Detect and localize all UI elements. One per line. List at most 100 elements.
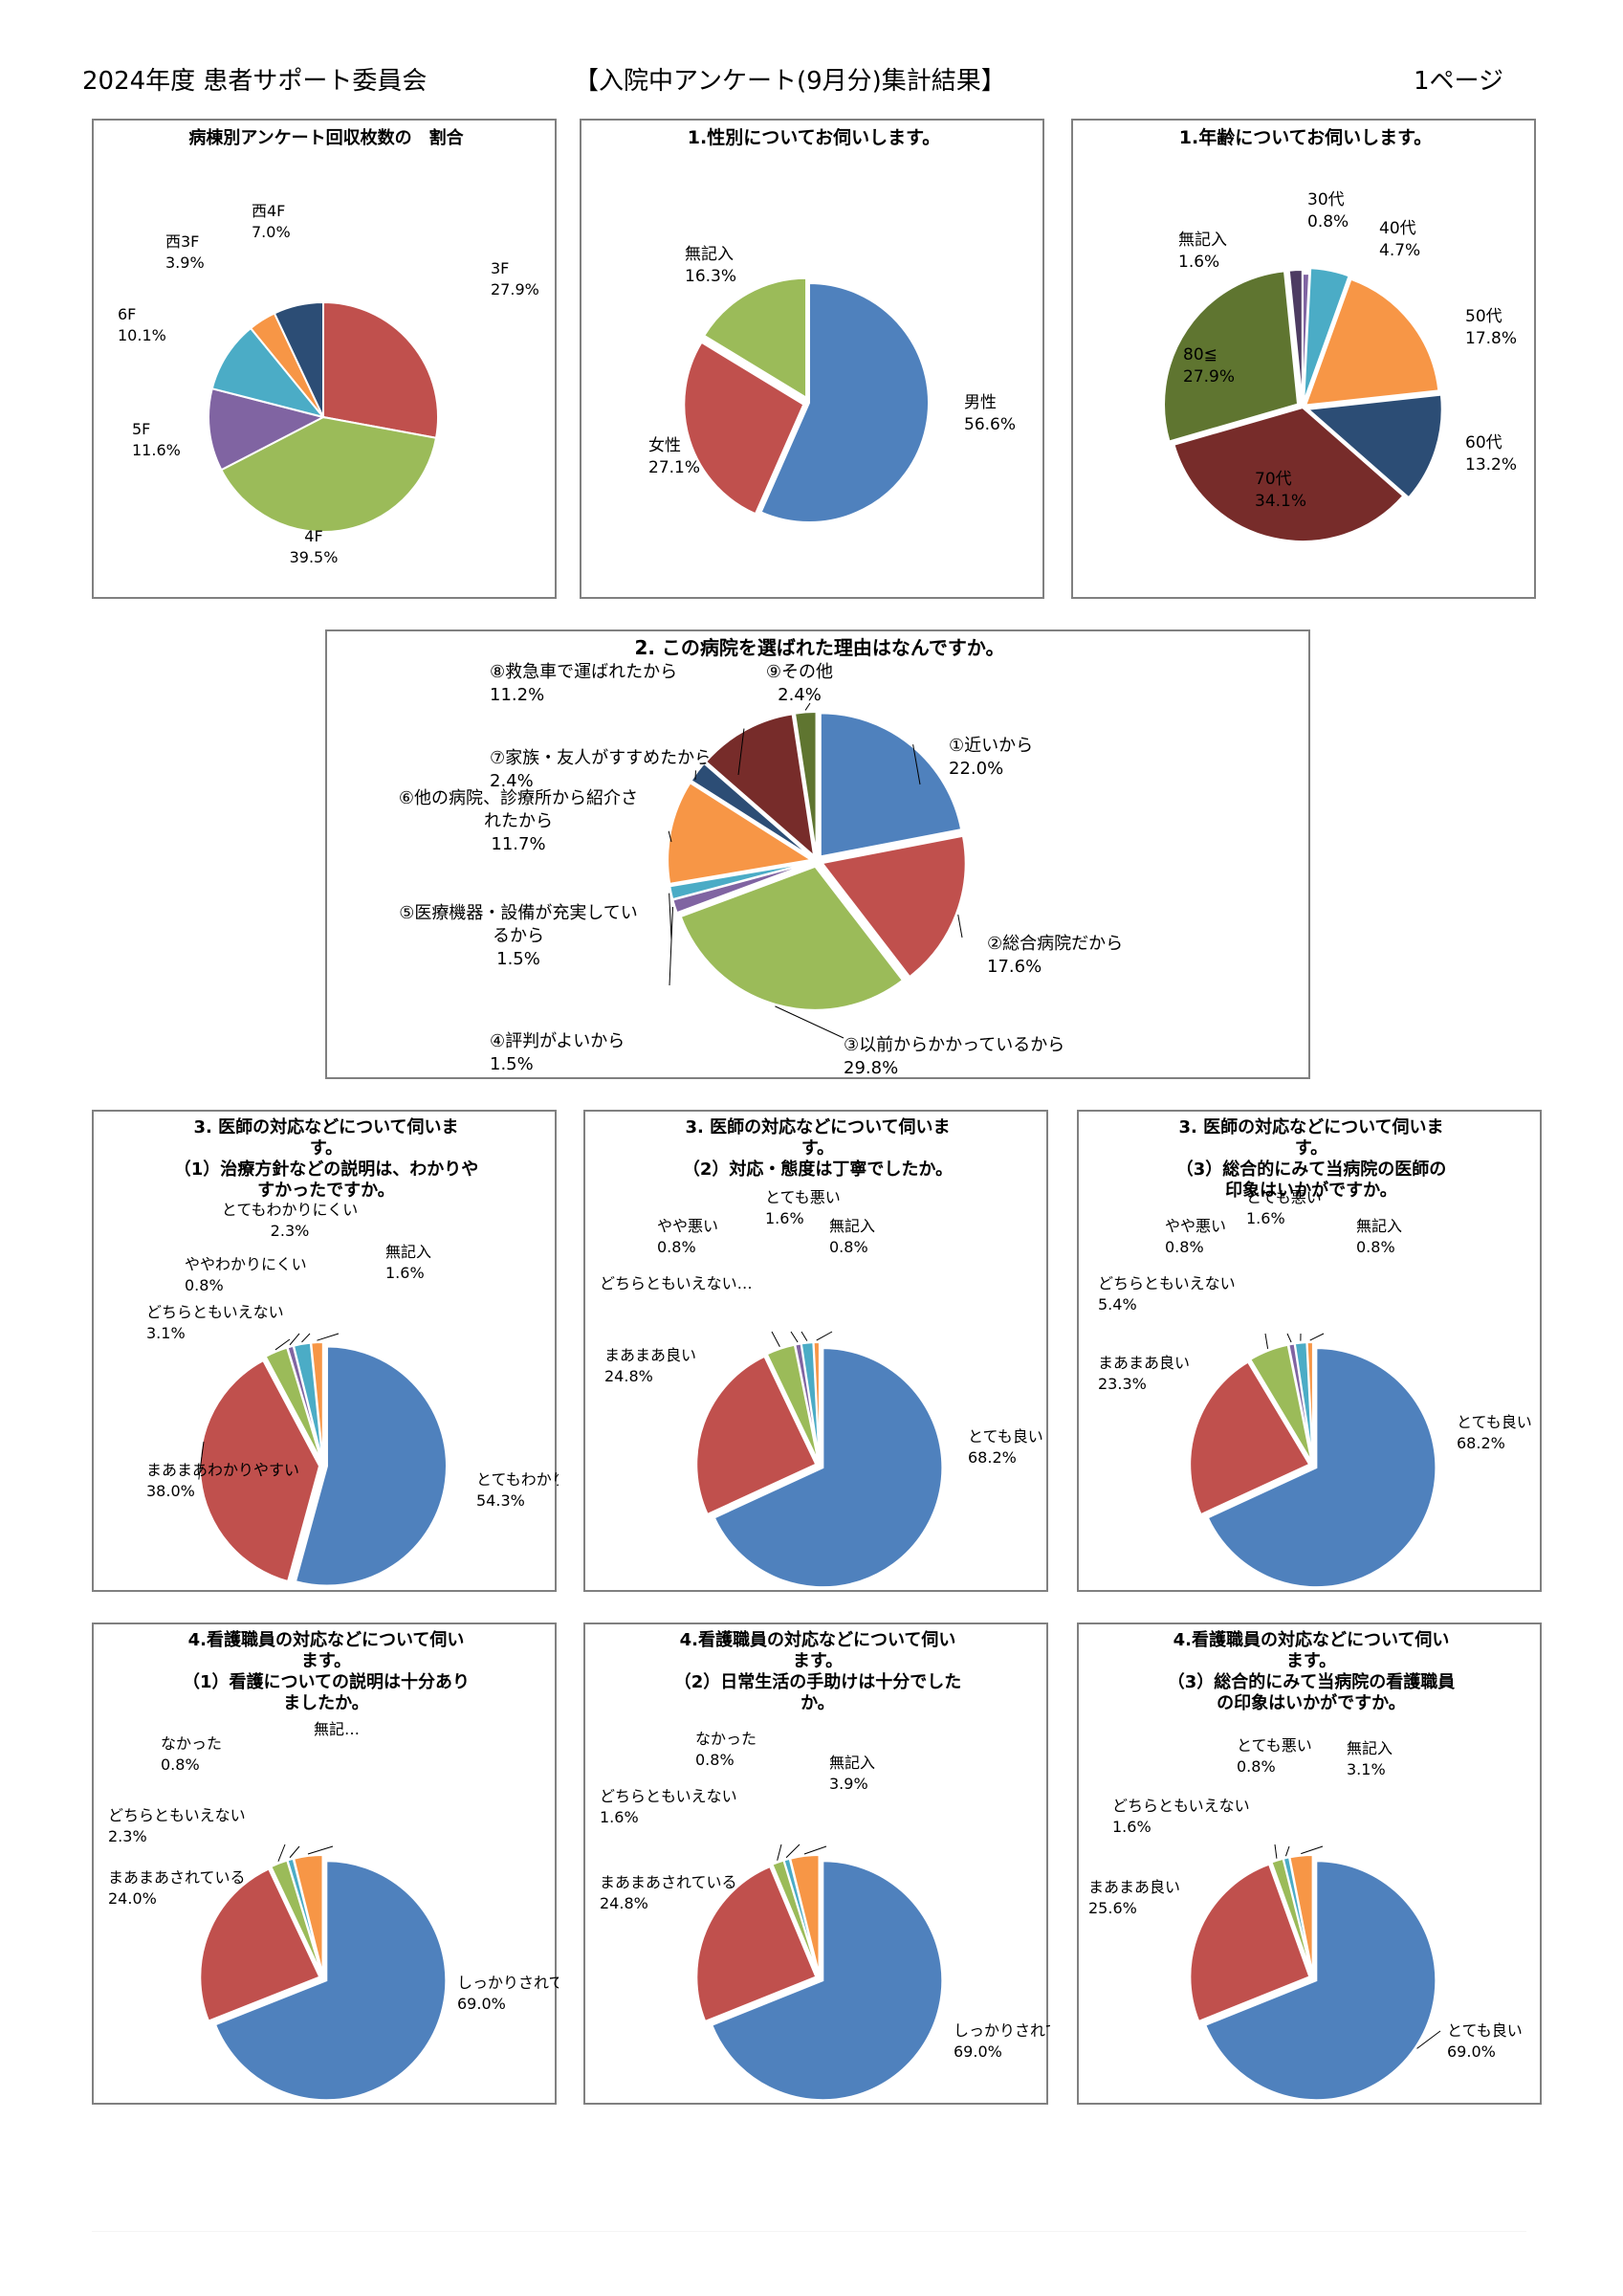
pie-slice bbox=[273, 300, 324, 418]
pie-slice bbox=[213, 1860, 448, 2102]
slice-label: 5F 11.6% bbox=[132, 420, 181, 459]
pie-slice bbox=[1288, 1854, 1314, 1976]
chart-doctor-attitude: 3. 医師の対応などについて伺いま す。 （2）対応・態度は丁寧でしたか。 とても良い… bbox=[583, 1110, 1048, 1592]
slice-label: ややわかりにくい 0.8% bbox=[185, 1255, 307, 1294]
pie-slice bbox=[812, 1341, 821, 1463]
leader-line bbox=[777, 1843, 782, 1861]
slice-label: まあまあされている 24.8% bbox=[600, 1873, 737, 1912]
slice-label: とてもわかりにくい 2.3% bbox=[222, 1201, 358, 1240]
slice-label: なかった 0.8% bbox=[695, 1730, 757, 1769]
header-committee: 2024年度 患者サポート委員会 bbox=[82, 67, 428, 96]
slice-label: やや悪い 0.8% bbox=[657, 1217, 718, 1256]
chart-title: すかったですか。 bbox=[257, 1181, 395, 1201]
pie-slice bbox=[199, 1358, 321, 1583]
pie-slice bbox=[695, 1865, 818, 2023]
chart-nurse-daily-help: 4.看護職員の対応などについて伺い ます。 （2）日常生活の手助けは十分でした か。し… bbox=[583, 1623, 1050, 2105]
chart-title: （2）日常生活の手助けは十分でした bbox=[674, 1671, 962, 1692]
chart-doctor-explanation: 3. 医師の対応などについて伺いま す。 （1）治療方針などの説明は、わかりや すかっ… bbox=[92, 1110, 559, 1592]
leader-line bbox=[737, 728, 745, 776]
leader-line bbox=[1301, 1845, 1324, 1855]
chart-title: す。 bbox=[1295, 1138, 1327, 1159]
pie-slice bbox=[710, 1860, 944, 2102]
chart-title: か。 bbox=[801, 1693, 835, 1713]
slice-label: とても良い 68.2% bbox=[968, 1427, 1043, 1467]
slice-label: まあまあ良い 24.8% bbox=[604, 1346, 696, 1385]
leader-line bbox=[317, 1333, 340, 1341]
pie-slice bbox=[704, 713, 816, 859]
pie-slice bbox=[683, 341, 805, 516]
pie-slice bbox=[1189, 1360, 1311, 1516]
pie-slice bbox=[322, 300, 439, 439]
chart-title: 病棟別アンケート回収枚数の 割合 bbox=[188, 127, 464, 148]
chart-title: 3. 医師の対応などについて伺いま bbox=[1178, 1116, 1443, 1137]
pie-slice bbox=[667, 781, 814, 886]
pie-slice bbox=[199, 1867, 321, 2022]
leader-line bbox=[1286, 1333, 1292, 1343]
slice-label: ⑨その他 2.4% bbox=[766, 662, 833, 705]
leader-line bbox=[803, 1845, 827, 1855]
chart-title: 3. 医師の対応などについて伺いま bbox=[685, 1116, 950, 1137]
footer-divider bbox=[92, 2231, 1526, 2232]
slice-label: 無記入 1.6% bbox=[385, 1243, 431, 1282]
pie-slice bbox=[695, 1355, 818, 1516]
slice-label: しっかりされている69.0% bbox=[954, 2021, 1050, 2061]
chart-title: 1.性別についてお伺いします。 bbox=[688, 126, 940, 148]
pie-slice bbox=[669, 861, 812, 901]
pie-slice bbox=[210, 326, 326, 419]
slice-label: どちらともいえない… bbox=[600, 1274, 753, 1292]
chart-title: ましたか。 bbox=[283, 1693, 369, 1713]
slice-label: ⑤医療機器・設備が充実しているから 1.5% bbox=[399, 903, 638, 969]
slice-label: 30代 0.8% bbox=[1307, 190, 1349, 232]
leader-line bbox=[198, 1441, 205, 1480]
chart-title: （3）総合的にみて当病院の看護職員 bbox=[1168, 1671, 1456, 1692]
pie-svg: 1.性別についてお伺いします。男性 56.6% 女性 27.1% 無記入 16.3% bbox=[648, 126, 1016, 523]
slice-label: 3F 27.9% bbox=[491, 259, 539, 298]
slice-label: ⑥他の病院、診療所から紹介されたから 11.7% bbox=[399, 788, 638, 854]
slice-label: やや悪い 0.8% bbox=[1165, 1217, 1226, 1256]
slice-label: 女性 27.1% bbox=[648, 436, 700, 477]
pie-svg: 3. 医師の対応などについて伺います。（2）対応・態度は丁寧でしたか。とても良い… bbox=[600, 1116, 1043, 1589]
slice-label: 男性 56.6% bbox=[964, 393, 1016, 434]
pie-slice bbox=[1206, 1347, 1437, 1589]
pie-slice bbox=[679, 865, 905, 1011]
slice-label: 4F 39.5% bbox=[290, 527, 339, 566]
pie-slice bbox=[1173, 406, 1405, 542]
pie-svg: 4.看護職員の対応などについて伺います。（3）総合的にみて当病院の看護職員の印象… bbox=[1088, 1629, 1523, 2102]
leader-line bbox=[801, 1331, 808, 1341]
chart-title: 印象はいかがですか。 bbox=[1225, 1180, 1397, 1201]
leader-line bbox=[669, 893, 672, 940]
leader-line bbox=[668, 830, 672, 843]
leader-line bbox=[301, 1333, 311, 1343]
leader-line bbox=[1309, 1333, 1325, 1341]
pie-slice bbox=[1163, 270, 1300, 443]
chart-title: 1.年齢についてお伺いします。 bbox=[1179, 126, 1432, 148]
chart-title: 2. この病院を選ばれた理由はなんですか。 bbox=[634, 636, 1004, 659]
pie-slice bbox=[789, 1854, 821, 1976]
pie-slice bbox=[220, 415, 438, 533]
slice-label: 40代 4.7% bbox=[1379, 219, 1420, 260]
leader-line bbox=[274, 1338, 291, 1351]
pie-svg: 2. この病院を選ばれた理由はなんですか。 ①近いから 22.0% ②総合病院だから 1… bbox=[399, 636, 1123, 1078]
pie-slice bbox=[1303, 267, 1350, 403]
slice-label: とても悪い 0.8% bbox=[1237, 1736, 1312, 1776]
pie-svg: 1.年齢についてお伺いします。 30代 0.8% 40代 4.7% 50代 17.8% 60代… bbox=[1163, 126, 1517, 542]
slice-label: 無記入 3.1% bbox=[1347, 1739, 1393, 1778]
leader-line bbox=[771, 1331, 780, 1348]
chart-nurse-explanation: 4.看護職員の対応などについて伺い ます。 （1）看護についての説明は十分あり ました… bbox=[92, 1623, 559, 2105]
pie-svg: 4.看護職員の対応などについて伺います。（2）日常生活の手助けは十分でしたか。し… bbox=[600, 1629, 1050, 2102]
slice-label: 西3F 3.9% bbox=[165, 232, 205, 272]
slice-label: まあまあわかりやすい 38.0% bbox=[146, 1461, 299, 1500]
slice-label: とても悪い 1.6% bbox=[765, 1188, 841, 1227]
chart-nurse-overall: 4.看護職員の対応などについて伺い ます。 （3）総合的にみて当病院の看護職員 の印象… bbox=[1077, 1623, 1542, 2105]
chart-title: （2）対応・態度は丁寧でしたか。 bbox=[683, 1159, 953, 1180]
pie-slice bbox=[310, 1341, 324, 1463]
leader-line bbox=[307, 1845, 334, 1855]
chart-age: 1.年齢についてお伺いします。 30代 0.8% 40代 4.7% 50代 17.8% 60代… bbox=[1071, 119, 1536, 599]
leader-line bbox=[1284, 1845, 1290, 1857]
pie-slice bbox=[1203, 1860, 1437, 2102]
pie-slice bbox=[1305, 393, 1443, 499]
slice-label: 無記入 0.8% bbox=[829, 1217, 875, 1256]
header-page-number: 1ページ bbox=[1414, 67, 1504, 96]
chart-title: （3）総合的にみて当病院の医師の bbox=[1176, 1159, 1447, 1180]
pie-slice bbox=[1304, 277, 1440, 407]
